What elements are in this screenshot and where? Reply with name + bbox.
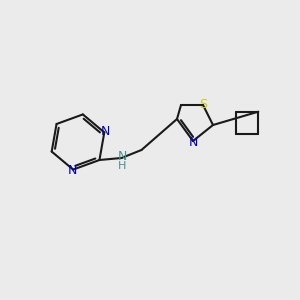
Text: N: N: [188, 136, 198, 148]
Text: N: N: [100, 125, 110, 138]
Text: N: N: [68, 164, 77, 177]
Text: N: N: [118, 151, 127, 164]
Text: H: H: [118, 161, 127, 171]
Text: S: S: [199, 98, 207, 110]
